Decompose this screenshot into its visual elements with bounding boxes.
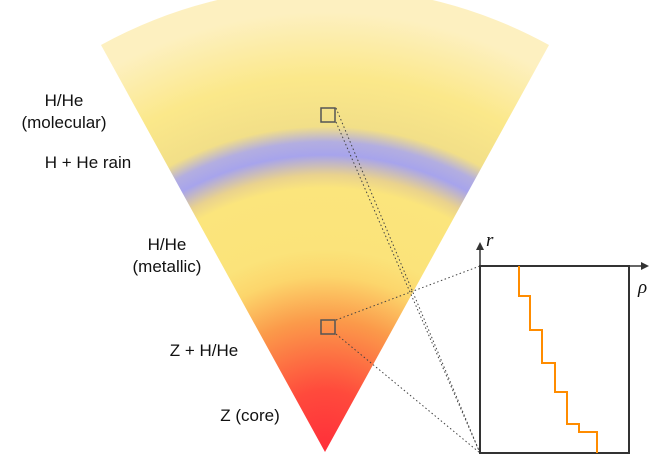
label-core: Z (core) bbox=[220, 406, 280, 425]
inset-frame bbox=[480, 266, 629, 453]
x-axis-label: ρ bbox=[637, 277, 647, 298]
density-profile-inset: r ρ bbox=[476, 230, 649, 453]
label-metallic-line2: (metallic) bbox=[133, 257, 202, 276]
y-axis-arrowhead bbox=[476, 242, 484, 250]
label-mixed: Z + H/He bbox=[170, 341, 239, 360]
x-axis-arrowhead bbox=[641, 262, 649, 270]
label-rain: H + He rain bbox=[45, 153, 131, 172]
y-axis-label: r bbox=[486, 230, 494, 251]
label-molecular-line1: H/He bbox=[45, 91, 84, 110]
label-molecular-line2: (molecular) bbox=[21, 113, 106, 132]
label-metallic-line1: H/He bbox=[148, 235, 187, 254]
